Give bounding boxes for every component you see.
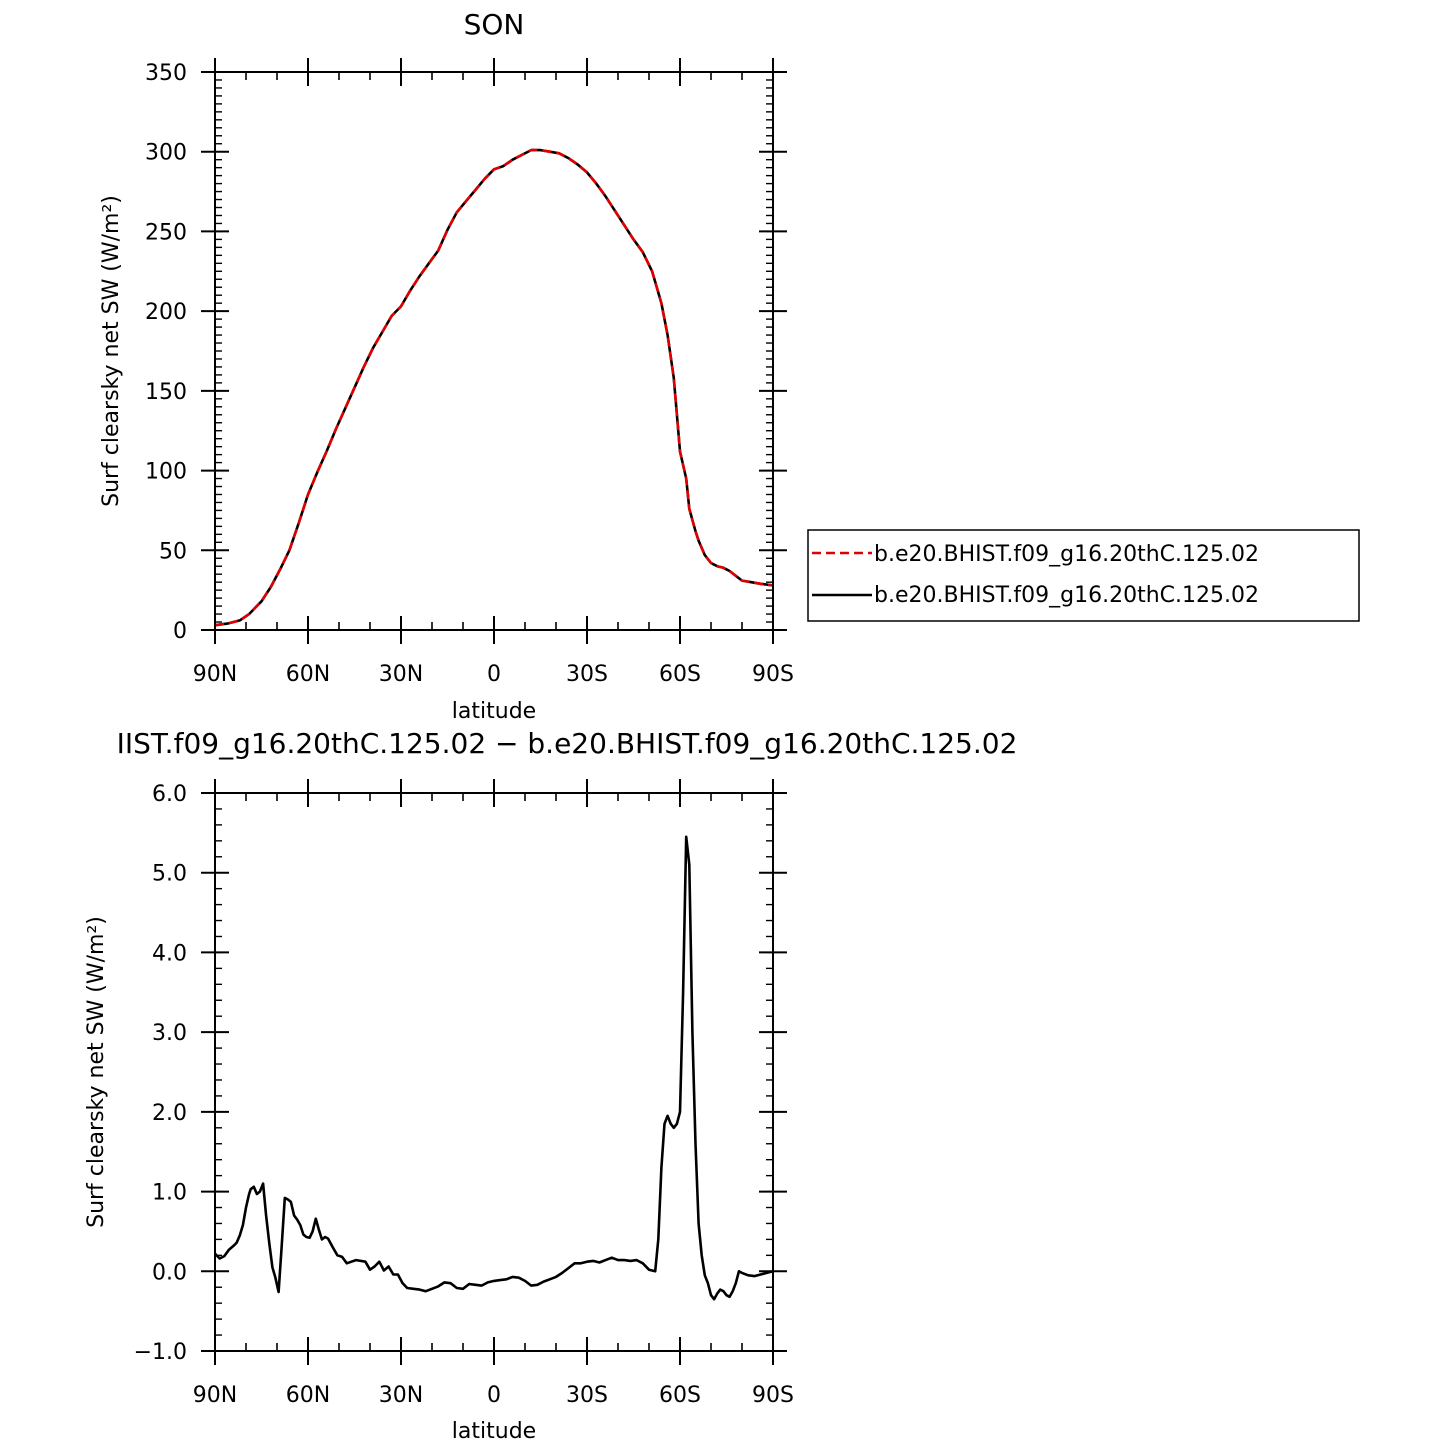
bottom-chart-title: IIST.f09_g16.20thC.125.02 − b.e20.BHIST.… (117, 727, 1018, 760)
top-panel: SON 90N 60N 30N 0 30S 60S 90S 0 50 100 150 200 250 30… (99, 8, 1360, 724)
top-plot-frame (214, 71, 774, 631)
bottom-panel: IIST.f09_g16.20thC.125.02 − b.e20.BHIST.… (84, 727, 1017, 1444)
x-tick-label: 30S (566, 1383, 608, 1408)
y-tick-label: 200 (145, 300, 187, 325)
series-line-1 (214, 148, 774, 627)
x-tick-label: 60S (659, 1383, 701, 1408)
y-tick-label: 150 (145, 380, 187, 405)
series-line-0 (214, 148, 774, 627)
y-tick-label: 6.0 (152, 782, 187, 807)
x-tick-label: 90S (752, 1383, 794, 1408)
y-tick-label: 250 (145, 220, 187, 245)
y-tick-label: 3.0 (152, 1021, 187, 1046)
y-tick-label: 5.0 (152, 862, 187, 887)
y-tick-label: 0.0 (152, 1260, 187, 1285)
series-line-0 (214, 835, 774, 1301)
x-tick-label: 30N (379, 662, 423, 687)
legend-label-0: b.e20.BHIST.f09_g16.20thC.125.02 (874, 542, 1259, 567)
x-tick-label: 30N (379, 1383, 423, 1408)
bottom-x-axis-label: latitude (452, 1419, 536, 1444)
y-tick-label: 4.0 (152, 941, 187, 966)
y-tick-label: −1.0 (134, 1340, 187, 1365)
legend-label-1: b.e20.BHIST.f09_g16.20thC.125.02 (874, 583, 1259, 608)
top-chart-title: SON (464, 8, 525, 41)
y-tick-label: 50 (159, 539, 187, 564)
x-tick-label: 90N (193, 662, 237, 687)
y-tick-label: 1.0 (152, 1181, 187, 1206)
bottom-series-lines (214, 835, 774, 1301)
x-tick-label: 0 (487, 662, 501, 687)
y-tick-label: 2.0 (152, 1101, 187, 1126)
top-x-axis-label: latitude (452, 699, 536, 724)
x-tick-label: 60N (286, 1383, 330, 1408)
x-tick-label: 60N (286, 662, 330, 687)
y-tick-label: 0 (173, 619, 187, 644)
x-tick-label: 0 (487, 1383, 501, 1408)
x-tick-label: 90N (193, 1383, 237, 1408)
top-y-axis-label: Surf clearsky net SW (W/m²) (99, 195, 124, 507)
x-tick-label: 30S (566, 662, 608, 687)
legend: b.e20.BHIST.f09_g16.20thC.125.02 b.e20.B… (807, 529, 1360, 622)
bottom-y-axis-label: Surf clearsky net SW (W/m²) (84, 916, 109, 1228)
x-tick-label: 60S (659, 662, 701, 687)
y-tick-label: 300 (145, 141, 187, 166)
y-tick-label: 100 (145, 460, 187, 485)
top-series-lines (214, 148, 774, 627)
y-tick-label: 350 (145, 61, 187, 86)
x-tick-label: 90S (752, 662, 794, 687)
legend-box (807, 529, 1360, 622)
